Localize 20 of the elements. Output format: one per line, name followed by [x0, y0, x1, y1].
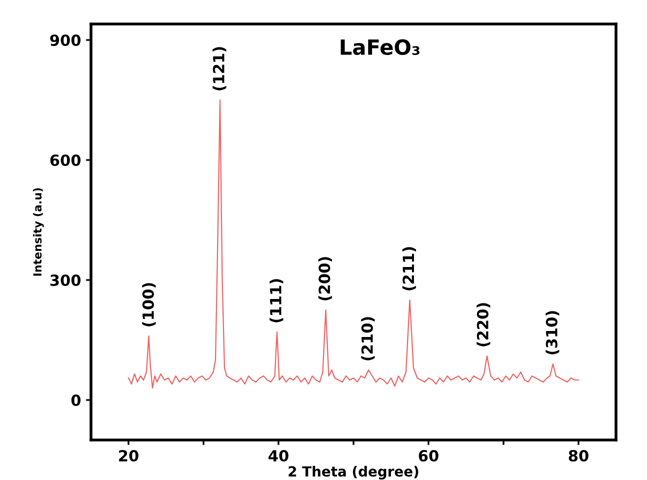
- annotation: (210): [361, 317, 375, 360]
- x-tick-label: 40: [268, 450, 288, 462]
- y-axis-title: Intensity (a.u): [32, 188, 44, 276]
- x-tick-label: 20: [119, 450, 138, 462]
- text: LaFeO₃: [340, 39, 420, 56]
- y-tick-label: 0: [71, 394, 81, 406]
- annotation: (200): [318, 257, 332, 300]
- x-axis-title: 2 Theta (degree): [288, 466, 418, 480]
- annotation: (211): [402, 247, 416, 290]
- y-tick-label: 900: [50, 34, 81, 46]
- annotation: (100): [142, 283, 156, 326]
- y-tick-label: 600: [50, 154, 81, 166]
- annotation: (220): [476, 303, 490, 346]
- y-tick-label: 300: [50, 274, 81, 286]
- x-tick-label: 60: [418, 450, 438, 462]
- x-tick-label: 80: [568, 450, 588, 462]
- annotation: (121): [212, 47, 226, 90]
- annotation: (310): [546, 311, 560, 354]
- annotation: (111): [270, 279, 284, 322]
- line-series: [128, 99, 580, 389]
